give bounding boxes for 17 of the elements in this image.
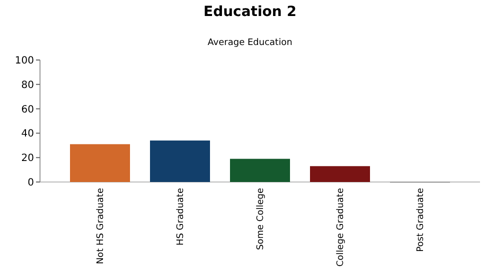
y-tick-label: 80: [21, 80, 34, 91]
x-tick-label: College Graduate: [336, 188, 346, 267]
x-tick-label: Not HS Graduate: [96, 188, 106, 264]
bar: [230, 158, 290, 182]
chart-subtitle: Average Education: [208, 38, 292, 48]
y-tick-label: 40: [21, 128, 34, 140]
y-tick-label: 0: [28, 178, 34, 188]
chart-title: Education 2: [204, 4, 296, 20]
x-tick-label: HS Graduate: [176, 188, 186, 246]
bar: [310, 166, 370, 182]
bar: [70, 144, 130, 182]
y-tick-label: 60: [21, 104, 34, 116]
x-tick-label: Some College: [256, 188, 266, 250]
x-tick-label: Post Graduate: [416, 188, 426, 252]
y-tick-label: 100: [14, 56, 34, 66]
y-tick-label: 20: [21, 153, 34, 164]
bar: [150, 140, 210, 182]
